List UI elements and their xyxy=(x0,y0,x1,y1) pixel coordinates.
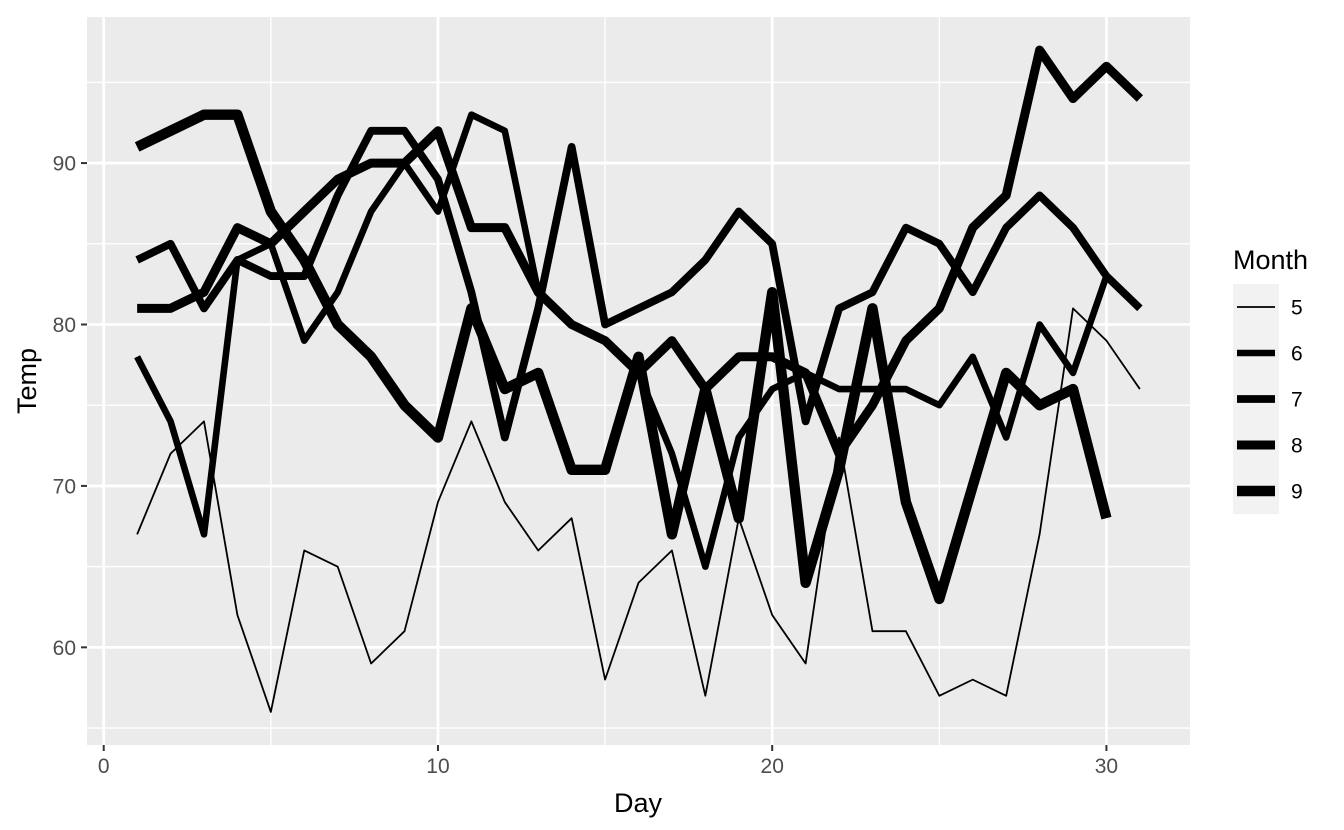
line-month-7 xyxy=(135,126,1143,442)
legend-label-month-6: 6 xyxy=(1291,343,1303,366)
x-axis-title: Day xyxy=(614,788,663,818)
legend-label-month-5: 5 xyxy=(1291,297,1303,320)
x-tick-label: 20 xyxy=(761,755,784,778)
y-tick-label: 80 xyxy=(53,314,76,337)
x-tick-label: 10 xyxy=(426,755,449,778)
line-month-9 xyxy=(134,109,1112,605)
line-month-5 xyxy=(136,307,1141,713)
legend-label-month-8: 8 xyxy=(1291,435,1303,458)
legend-label-month-9: 9 xyxy=(1291,481,1303,504)
x-tick-label: 0 xyxy=(98,755,110,778)
legend-title: Month xyxy=(1233,245,1308,275)
y-tick-label: 90 xyxy=(53,153,76,176)
x-tick-label: 30 xyxy=(1095,755,1118,778)
legend-label-month-7: 7 xyxy=(1291,389,1303,412)
y-axis-title: Temp xyxy=(12,348,42,414)
y-tick-label: 60 xyxy=(53,637,76,660)
y-tick-label: 70 xyxy=(53,475,76,498)
